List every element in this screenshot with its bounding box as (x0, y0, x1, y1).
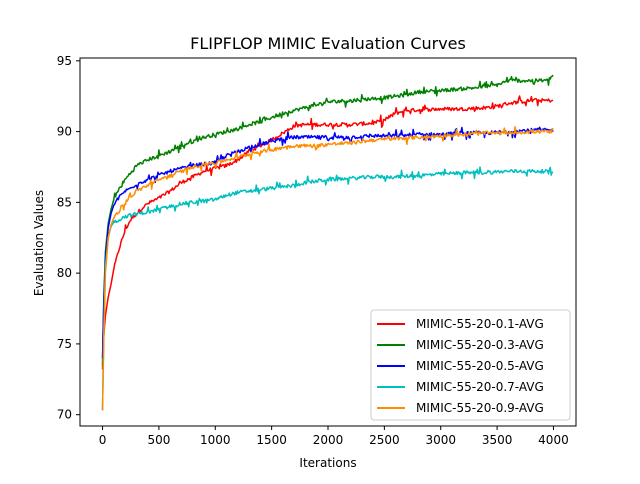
series-line-1 (101, 95, 554, 370)
x-tick-label: 4000 (538, 433, 569, 447)
series-line-5 (101, 126, 554, 411)
x-tick-label: 3000 (425, 433, 456, 447)
legend-box (370, 309, 571, 421)
legend-label: MIMIC-55-20-0.9-AVG (416, 401, 544, 415)
series-line-2 (101, 74, 554, 366)
y-tick-label: 85 (57, 195, 72, 209)
x-tick-label: 3500 (482, 433, 513, 447)
y-tick-label: 90 (57, 125, 72, 139)
y-axis-label: Evaluation Values (32, 190, 46, 296)
x-tick-label: 500 (147, 433, 170, 447)
x-tick-label: 2500 (369, 433, 400, 447)
legend-label: MIMIC-55-20-0.7-AVG (416, 380, 544, 394)
x-tick-label: 2000 (313, 433, 344, 447)
x-axis-label: Iterations (299, 456, 356, 470)
series-lines (101, 74, 554, 411)
x-tick-label: 0 (99, 433, 107, 447)
y-tick-label: 70 (57, 408, 72, 422)
plot-frame (79, 57, 577, 427)
legend-label: MIMIC-55-20-0.1-AVG (416, 317, 544, 331)
chart-title: FLIPFLOP MIMIC Evaluation Curves (190, 34, 466, 53)
axis-ticks: 0 500 1000 1500 2000 2500 3000 3500 4000 70 75 80 85… (57, 54, 569, 447)
legend: MIMIC-55-20-0.1-AVG MIMIC-55-20-0.3-AVG MI… (370, 309, 571, 421)
legend-label: MIMIC-55-20-0.5-AVG (416, 359, 544, 373)
series-line-4 (101, 166, 554, 411)
y-tick-label: 95 (57, 54, 72, 68)
x-tick-label: 1000 (200, 433, 231, 447)
y-tick-label: 80 (57, 266, 72, 280)
legend-label: MIMIC-55-20-0.3-AVG (416, 338, 544, 352)
y-tick-label: 75 (57, 337, 72, 351)
x-tick-label: 1500 (256, 433, 287, 447)
